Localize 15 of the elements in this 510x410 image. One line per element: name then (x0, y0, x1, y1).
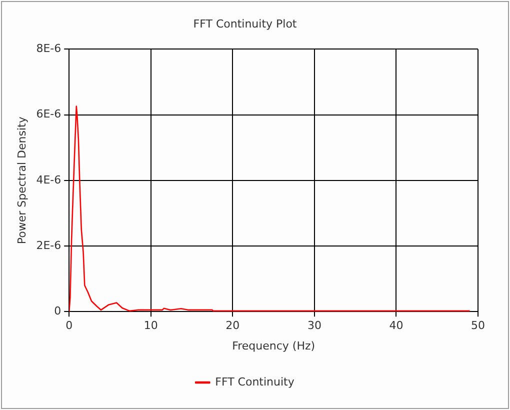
y-tick-label: 6E-6 (36, 108, 62, 121)
x-tick-label: 50 (471, 319, 485, 332)
y-axis-title: Power Spectral Density (15, 116, 28, 244)
x-tick-label: 40 (389, 319, 404, 332)
x-axis-title: Frequency (Hz) (232, 339, 316, 352)
x-tick-label: 20 (226, 319, 240, 332)
y-tick-label: 0 (54, 304, 62, 318)
x-tick-label: 30 (307, 319, 322, 332)
chart-title: FFT Continuity Plot (193, 17, 298, 30)
x-tick-label: 0 (66, 319, 73, 332)
legend-label: FFT Continuity (215, 375, 295, 388)
y-tick-label: 4E-6 (36, 173, 62, 186)
x-tick-label: 10 (144, 319, 158, 332)
y-tick-label: 8E-6 (36, 42, 62, 56)
y-tick-label: 2E-6 (36, 238, 62, 252)
